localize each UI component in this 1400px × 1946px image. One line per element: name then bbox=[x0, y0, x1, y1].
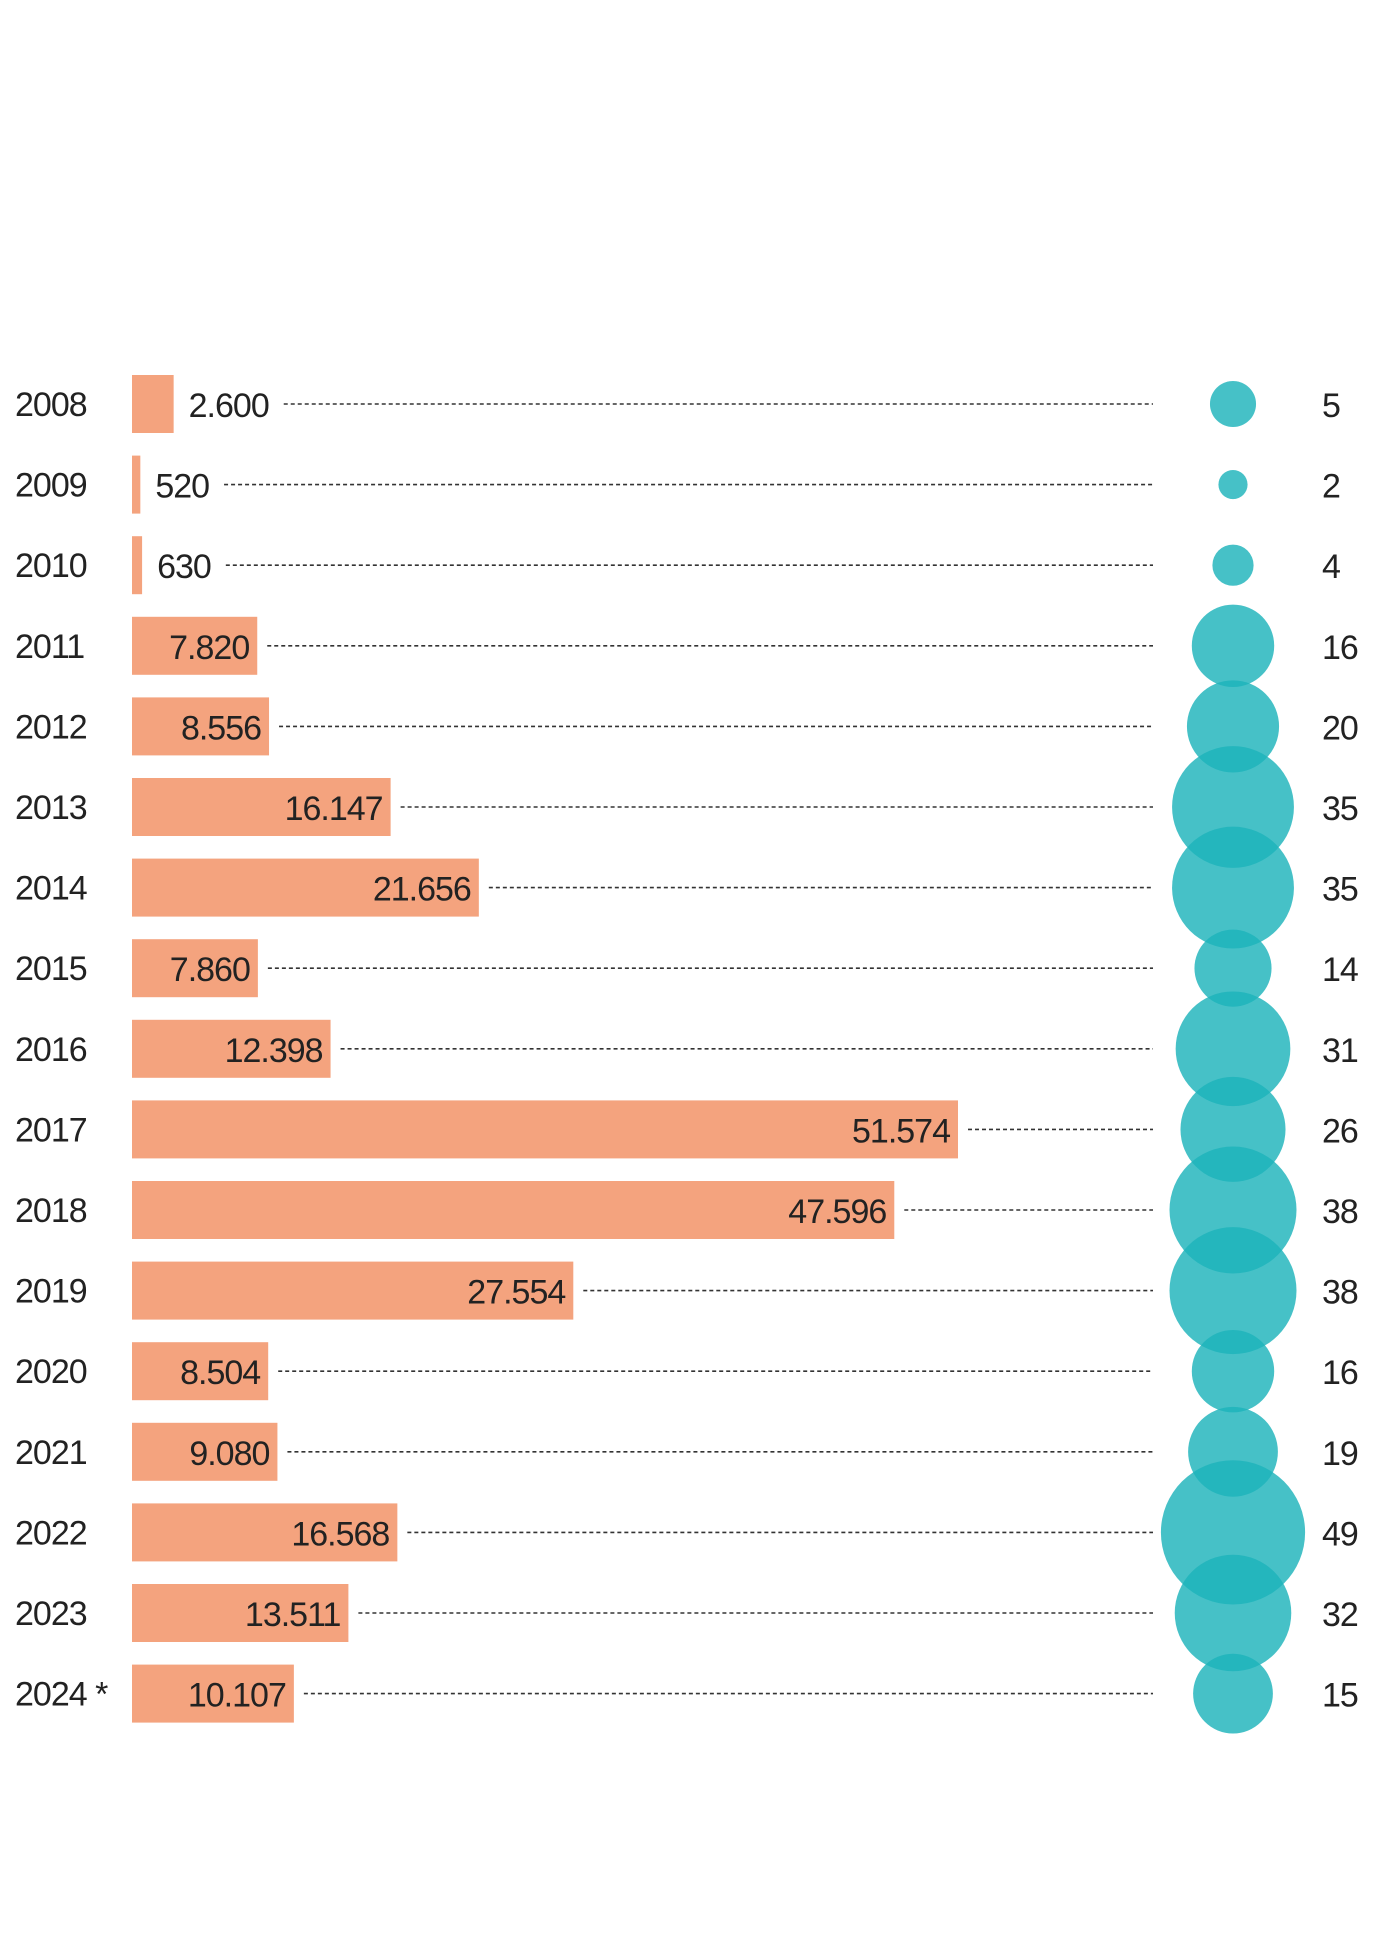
year-label: 2018 bbox=[15, 1192, 87, 1230]
year-label: 2010 bbox=[15, 547, 87, 585]
bubble bbox=[1186, 680, 1280, 773]
bar bbox=[132, 1503, 398, 1562]
bar-value-label: 27.554 bbox=[467, 1274, 565, 1312]
year-label: 2017 bbox=[15, 1111, 87, 1149]
bar-value-label: 47.596 bbox=[788, 1193, 886, 1231]
bubble bbox=[1194, 929, 1272, 1007]
year-label: 2016 bbox=[15, 1031, 87, 1069]
bubble bbox=[1169, 1227, 1297, 1355]
bubble-value-label: 15 bbox=[1322, 1677, 1358, 1715]
bar-value-label: 16.568 bbox=[291, 1515, 389, 1553]
bar bbox=[132, 697, 270, 756]
bubble bbox=[1174, 1554, 1292, 1672]
bubble bbox=[1191, 604, 1275, 687]
bar bbox=[132, 1664, 294, 1723]
bubble bbox=[1191, 1330, 1275, 1413]
bubble bbox=[1175, 991, 1291, 1107]
bubble bbox=[1209, 380, 1257, 428]
bar-value-label: 520 bbox=[155, 468, 209, 506]
bubble-value-label: 35 bbox=[1322, 871, 1358, 909]
year-label: 2014 bbox=[15, 870, 87, 908]
bubble-value-label: 19 bbox=[1322, 1435, 1358, 1473]
bar-value-label: 9.080 bbox=[189, 1435, 269, 1473]
bar-value-label: 51.574 bbox=[852, 1112, 950, 1150]
bar bbox=[132, 1181, 895, 1239]
bar bbox=[132, 1100, 958, 1159]
year-label: 2023 bbox=[15, 1595, 87, 1633]
bubble-value-label: 32 bbox=[1322, 1596, 1358, 1634]
bubble bbox=[1218, 470, 1248, 500]
bar bbox=[132, 939, 258, 998]
year-label: 2024 * bbox=[15, 1676, 108, 1714]
bar bbox=[132, 858, 479, 917]
year-label: 2008 bbox=[15, 386, 87, 424]
year-label: 2020 bbox=[15, 1353, 87, 1391]
bubble-value-label: 14 bbox=[1322, 951, 1358, 989]
bars bbox=[132, 375, 958, 1723]
leader-lines bbox=[224, 403, 1153, 1695]
bar bbox=[132, 1342, 269, 1401]
bar bbox=[132, 536, 143, 595]
bar-value-label: 630 bbox=[157, 548, 211, 586]
bar-value-label: 10.107 bbox=[188, 1677, 286, 1715]
bubble-value-label: 5 bbox=[1322, 387, 1340, 425]
bar bbox=[132, 616, 258, 675]
year-label: 2022 bbox=[15, 1514, 87, 1552]
year-label: 2013 bbox=[15, 789, 87, 827]
year-label: 2015 bbox=[15, 950, 87, 988]
bar-value-label: 8.556 bbox=[181, 709, 261, 747]
bar bbox=[132, 778, 391, 836]
bar-value-label: 8.504 bbox=[180, 1354, 260, 1392]
bubble-value-label: 20 bbox=[1322, 709, 1358, 747]
bar-value-label: 13.511 bbox=[245, 1596, 341, 1634]
bar-value-label: 12.398 bbox=[225, 1032, 323, 1070]
bar-value-label: 16.147 bbox=[285, 790, 383, 828]
bar-value-label: 21.656 bbox=[373, 871, 471, 909]
bar bbox=[132, 375, 174, 433]
bubble-value-label: 16 bbox=[1322, 629, 1358, 667]
bar bbox=[132, 1584, 349, 1642]
year-label: 2009 bbox=[15, 467, 87, 505]
bubble-value-label: 38 bbox=[1322, 1274, 1358, 1312]
bubble bbox=[1172, 826, 1294, 949]
year-label: 2019 bbox=[15, 1273, 87, 1311]
bar bbox=[132, 1261, 574, 1320]
bar bbox=[132, 1422, 278, 1481]
year-label: 2021 bbox=[15, 1434, 87, 1472]
year-label: 2011 bbox=[15, 628, 84, 666]
bubble-value-label: 35 bbox=[1322, 790, 1358, 828]
bubble-value-label: 38 bbox=[1322, 1193, 1358, 1231]
bar-value-label: 7.820 bbox=[169, 629, 249, 667]
bar-value-label: 2.600 bbox=[189, 387, 269, 425]
bubble-value-label: 4 bbox=[1322, 548, 1340, 586]
bubble bbox=[1212, 544, 1254, 586]
bar-value-label: 7.860 bbox=[170, 951, 250, 989]
bubble-value-label: 2 bbox=[1322, 468, 1340, 506]
bubble bbox=[1193, 1653, 1273, 1734]
bar bbox=[132, 455, 141, 514]
bubbles bbox=[1160, 380, 1306, 1734]
bubble-value-label: 49 bbox=[1322, 1515, 1358, 1553]
bubble-value-label: 26 bbox=[1322, 1112, 1358, 1150]
bubble-value-label: 16 bbox=[1322, 1354, 1358, 1392]
bubble-value-label: 31 bbox=[1322, 1032, 1358, 1070]
year-label: 2012 bbox=[15, 708, 87, 746]
bar bbox=[132, 1019, 331, 1078]
